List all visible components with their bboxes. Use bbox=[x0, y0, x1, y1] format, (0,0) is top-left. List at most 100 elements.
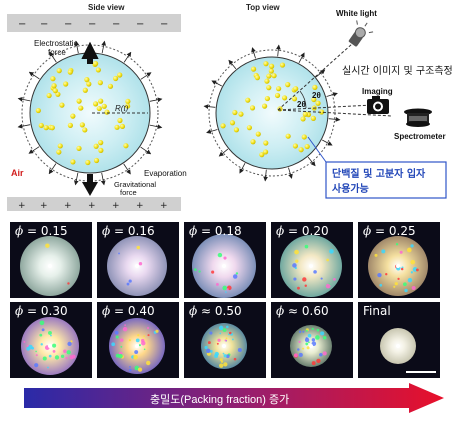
particle bbox=[86, 81, 92, 87]
plus-sign: + bbox=[18, 201, 26, 211]
particle bbox=[78, 105, 84, 111]
particle bbox=[259, 152, 265, 158]
photo-label: Final bbox=[363, 304, 391, 318]
particle bbox=[274, 92, 281, 99]
phi-symbol: ϕ bbox=[363, 224, 372, 238]
droplet-photo: ϕ ≈ 0.50 bbox=[184, 302, 266, 378]
particle bbox=[229, 120, 236, 126]
droplet-photo: ϕ = 0.18 bbox=[184, 222, 266, 298]
particle bbox=[232, 109, 238, 116]
phi-value: 0.16 bbox=[127, 224, 155, 238]
droplet-photo: ϕ = 0.25 bbox=[358, 222, 440, 298]
incident-light-path bbox=[277, 43, 353, 111]
particle bbox=[281, 95, 288, 101]
plus-sign: + bbox=[64, 201, 72, 211]
evaporation-arrow bbox=[74, 40, 80, 54]
gravitational-force-label: Gravitational force bbox=[114, 180, 156, 197]
packing-fraction-label: 충밀도(Packing fraction) 증가 bbox=[150, 394, 290, 406]
particle bbox=[93, 143, 99, 149]
phi-value: 0.25 bbox=[388, 224, 416, 238]
electrostatic-arrow-shaft bbox=[87, 56, 93, 64]
particle bbox=[70, 113, 76, 119]
phi-operator: ≈ bbox=[288, 304, 299, 318]
particle bbox=[123, 143, 129, 149]
top-droplet-particles bbox=[220, 61, 325, 158]
evaporation-arrow bbox=[100, 172, 106, 186]
electrostatic-arrowhead bbox=[82, 42, 98, 58]
droplet-image bbox=[21, 317, 79, 375]
minus-sign: − bbox=[40, 19, 48, 30]
top-evaporation-arrows bbox=[203, 44, 341, 182]
evaporation-arrow bbox=[49, 51, 57, 63]
phi-operator: = bbox=[201, 224, 212, 238]
particle bbox=[312, 84, 318, 90]
particle bbox=[304, 143, 310, 150]
side-view-title: Side view bbox=[88, 3, 125, 12]
phi-value: 0.30 bbox=[40, 304, 68, 318]
particle bbox=[266, 85, 272, 91]
plus-sign: + bbox=[40, 201, 48, 211]
evaporation-arrow bbox=[315, 69, 326, 78]
evaporation-arrow bbox=[123, 163, 131, 175]
angle-arc bbox=[299, 90, 307, 109]
particle bbox=[255, 131, 261, 137]
plus-sign: + bbox=[136, 201, 144, 211]
particle bbox=[85, 159, 91, 166]
minus-sign: − bbox=[136, 19, 144, 30]
photo-label: ϕ = 0.20 bbox=[276, 224, 329, 238]
phi-symbol: ϕ bbox=[189, 304, 198, 318]
phi-symbol: ϕ bbox=[102, 224, 111, 238]
particle bbox=[79, 122, 85, 128]
particle bbox=[250, 139, 256, 145]
top-electrode-plate bbox=[7, 14, 181, 32]
phi-value: 0.20 bbox=[301, 224, 329, 238]
particle bbox=[268, 68, 274, 74]
photo-label: ϕ = 0.40 bbox=[102, 304, 155, 318]
particle bbox=[52, 88, 58, 94]
packing-fraction-arrow bbox=[24, 383, 444, 413]
particle bbox=[101, 103, 107, 109]
particle bbox=[46, 92, 52, 99]
white-light-icon bbox=[348, 20, 374, 47]
particle bbox=[113, 75, 119, 82]
photo-label: ϕ ≈ 0.50 bbox=[189, 304, 242, 318]
particle bbox=[254, 75, 261, 81]
particle bbox=[262, 103, 268, 109]
bottom-plate-signs: + + + + + + + bbox=[18, 201, 168, 211]
particle bbox=[56, 149, 62, 155]
evaporation-arrow bbox=[263, 169, 268, 182]
particle bbox=[315, 100, 321, 106]
evaporation-arrow bbox=[28, 146, 40, 154]
particle bbox=[95, 67, 101, 73]
particle bbox=[220, 123, 226, 129]
particle bbox=[93, 157, 100, 164]
particle bbox=[50, 76, 56, 82]
gravitational-arrow-shaft bbox=[87, 174, 93, 183]
phi-value: 0.40 bbox=[127, 304, 155, 318]
particle bbox=[59, 102, 65, 108]
photo-label: ϕ = 0.25 bbox=[363, 224, 416, 238]
droplet-photo: ϕ = 0.16 bbox=[97, 222, 179, 298]
particle bbox=[107, 83, 114, 89]
phi-value: 0.18 bbox=[214, 224, 242, 238]
particle bbox=[57, 143, 63, 149]
droplet-photo: Final bbox=[358, 302, 440, 378]
particle bbox=[114, 124, 120, 130]
particle bbox=[104, 109, 110, 115]
particle bbox=[98, 98, 104, 104]
phi-operator: = bbox=[375, 224, 386, 238]
photo-label: ϕ = 0.18 bbox=[189, 224, 242, 238]
droplet-image bbox=[290, 325, 332, 367]
evaporation-arrow bbox=[328, 117, 341, 122]
evaporation-arrow bbox=[206, 129, 218, 134]
particle bbox=[264, 78, 270, 84]
particle bbox=[82, 127, 88, 133]
phi-symbol: ϕ bbox=[276, 224, 285, 238]
side-evaporation-arrows bbox=[17, 40, 163, 186]
particle bbox=[56, 68, 62, 74]
droplet-image bbox=[109, 318, 165, 374]
particle bbox=[291, 96, 298, 102]
particle bbox=[125, 103, 131, 109]
particle bbox=[96, 105, 102, 112]
evaporation-arrow bbox=[149, 124, 163, 130]
